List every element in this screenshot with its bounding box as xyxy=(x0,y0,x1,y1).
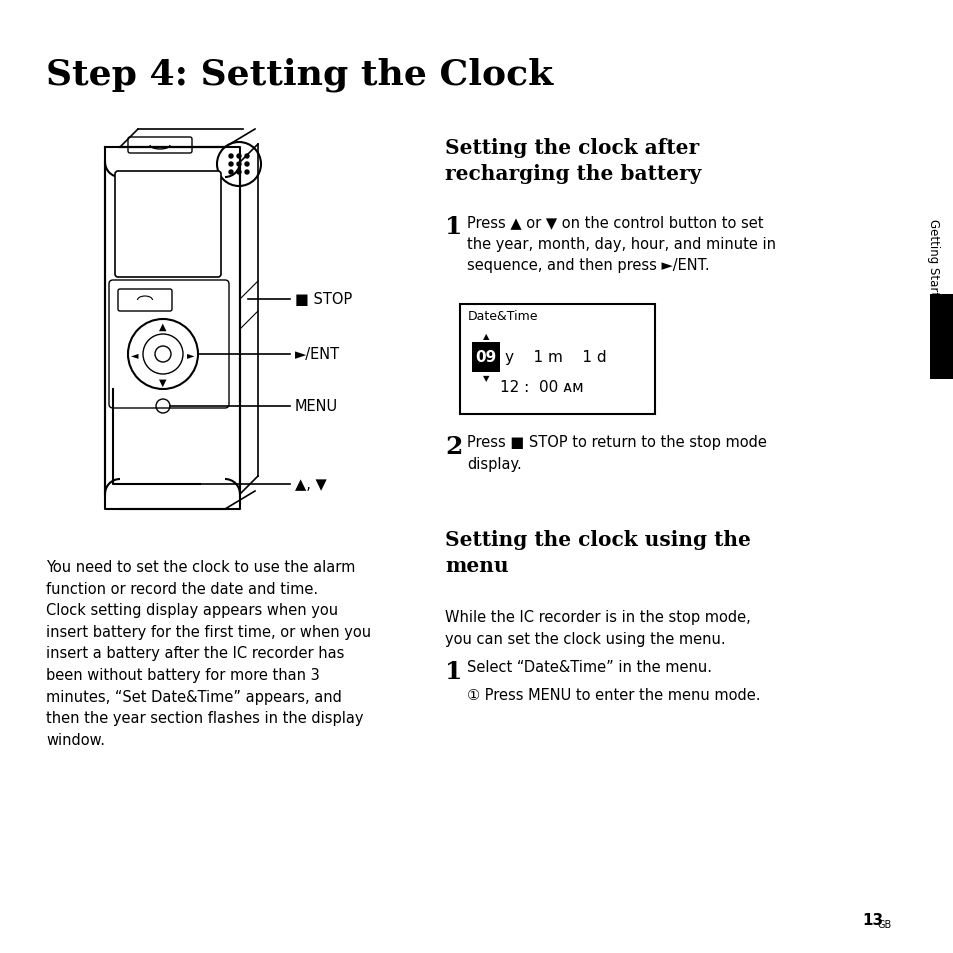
Text: ① Press MENU to enter the menu mode.: ① Press MENU to enter the menu mode. xyxy=(467,687,760,702)
FancyBboxPatch shape xyxy=(128,138,192,153)
Circle shape xyxy=(229,171,233,174)
Circle shape xyxy=(236,163,241,167)
Text: ►: ► xyxy=(187,350,194,359)
Circle shape xyxy=(229,163,233,167)
Text: ▼: ▼ xyxy=(159,377,167,388)
Text: Select “Date&Time” in the menu.: Select “Date&Time” in the menu. xyxy=(467,659,711,675)
FancyBboxPatch shape xyxy=(109,281,229,409)
Text: Getting Started: Getting Started xyxy=(926,219,939,311)
Text: Setting the clock after
recharging the battery: Setting the clock after recharging the b… xyxy=(444,138,700,184)
Bar xyxy=(929,294,953,379)
Text: Date&Time: Date&Time xyxy=(468,310,537,323)
Text: Press ▲ or ▼ on the control button to set
the year, month, day, hour, and minute: Press ▲ or ▼ on the control button to se… xyxy=(467,214,775,273)
Text: ▼: ▼ xyxy=(482,375,489,383)
Text: y    1 m    1 d: y 1 m 1 d xyxy=(504,350,606,365)
Text: 1: 1 xyxy=(444,214,462,239)
Text: ►/ENT: ►/ENT xyxy=(294,347,340,362)
FancyBboxPatch shape xyxy=(115,172,221,277)
Text: 1: 1 xyxy=(444,659,462,683)
Circle shape xyxy=(245,163,249,167)
Text: You need to set the clock to use the alarm
function or record the date and time.: You need to set the clock to use the ala… xyxy=(46,559,371,747)
Bar xyxy=(472,343,499,373)
Text: 09: 09 xyxy=(475,350,497,365)
Text: ▲: ▲ xyxy=(482,333,489,341)
Text: ◄: ◄ xyxy=(132,350,138,359)
Text: GB: GB xyxy=(877,919,891,929)
Text: 2: 2 xyxy=(444,435,462,458)
Text: While the IC recorder is in the stop mode,
you can set the clock using the menu.: While the IC recorder is in the stop mod… xyxy=(444,609,750,646)
Text: ▲: ▲ xyxy=(159,322,167,332)
Text: MENU: MENU xyxy=(294,399,337,414)
Circle shape xyxy=(236,171,241,174)
Circle shape xyxy=(245,171,249,174)
Circle shape xyxy=(236,154,241,159)
Text: 12 :  00 ᴀᴍ: 12 : 00 ᴀᴍ xyxy=(499,380,583,395)
FancyBboxPatch shape xyxy=(118,290,172,312)
Bar xyxy=(459,305,655,415)
Text: 13: 13 xyxy=(862,912,882,927)
Text: Setting the clock using the
menu: Setting the clock using the menu xyxy=(444,530,750,576)
Circle shape xyxy=(229,154,233,159)
Text: Press ■ STOP to return to the stop mode
display.: Press ■ STOP to return to the stop mode … xyxy=(467,435,766,471)
Text: Step 4: Setting the Clock: Step 4: Setting the Clock xyxy=(46,58,553,92)
Circle shape xyxy=(245,154,249,159)
Text: ▲, ▼: ▲, ▼ xyxy=(294,477,327,492)
Text: ■ STOP: ■ STOP xyxy=(294,293,352,307)
